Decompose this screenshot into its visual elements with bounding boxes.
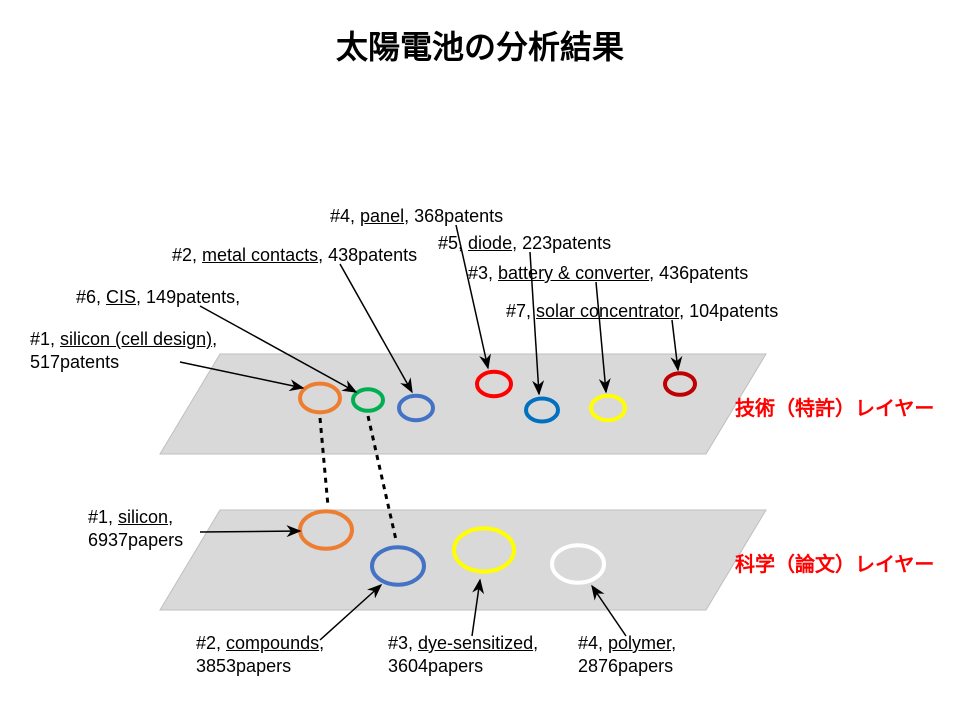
bottom-layer-plane (160, 510, 766, 610)
bottom_circles-label-4: #4, polymer,2876papers (578, 632, 676, 677)
top-layer-label: 技術（特許）レイヤー (735, 392, 934, 421)
bottom_circles-label-2: #2, compounds,3853papers (196, 632, 324, 677)
top_circles-label-3: #3, battery & converter, 436patents (468, 262, 748, 285)
top_circles-label-6: #6, CIS, 149patents, (76, 286, 240, 309)
top_circles-label-5: #5, diode, 223patents (438, 232, 611, 255)
bottom_circles-label-3: #3, dye-sensitized,3604papers (388, 632, 538, 677)
bottom-layer-label: 科学（論文）レイヤー (735, 548, 934, 577)
top-layer-plane (160, 354, 766, 454)
top_circles-label-2: #2, metal contacts, 438patents (172, 244, 417, 267)
top_circles-label-7: #7, solar concentrator, 104patents (506, 300, 778, 323)
bottom_circles-arrow-1 (200, 531, 300, 532)
top_circles-label-4: #4, panel, 368patents (330, 205, 503, 228)
bottom_circles-label-1: #1, silicon,6937papers (88, 506, 183, 551)
top_circles-label-1: #1, silicon (cell design),517patents (30, 328, 217, 373)
